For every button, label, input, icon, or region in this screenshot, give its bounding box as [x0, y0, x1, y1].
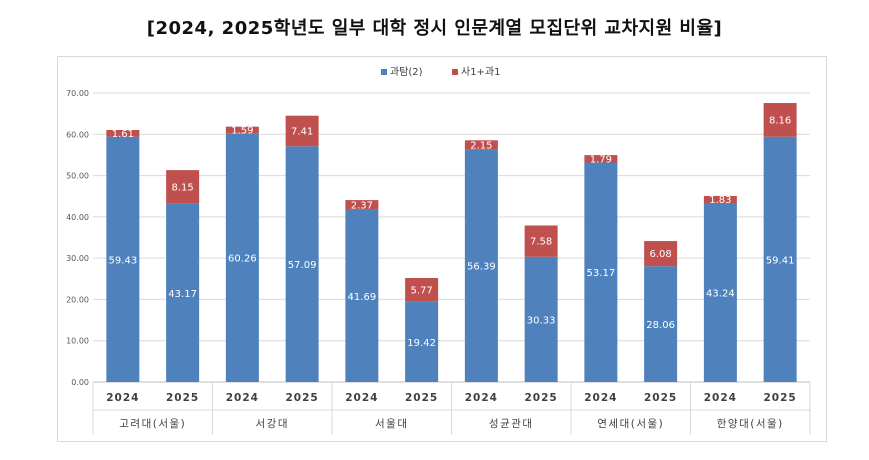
bar-social-science	[405, 278, 439, 302]
bar-science	[225, 133, 259, 382]
data-label: 56.39	[467, 262, 496, 273]
x-tick-label: 2024	[106, 392, 139, 404]
bar-social-science	[285, 115, 319, 147]
group-label: 서강대	[256, 418, 289, 430]
bar-social-science	[524, 225, 558, 257]
data-label: 30.33	[527, 315, 556, 326]
bar-social-science	[584, 155, 618, 163]
x-tick-label: 2024	[584, 392, 617, 404]
data-label: 53.17	[587, 268, 616, 279]
bar-social-science	[106, 129, 140, 137]
legend-label: 사1+과1	[461, 66, 501, 78]
y-tick-label: 30.00	[66, 254, 89, 263]
data-label: 19.42	[407, 338, 436, 349]
bar-social-science	[166, 170, 200, 204]
data-label: 28.06	[646, 320, 675, 331]
bar-social-science	[644, 241, 678, 267]
bar-science	[644, 266, 678, 382]
x-tick-label: 2024	[465, 392, 498, 404]
data-label: 43.17	[168, 289, 197, 300]
bar-science	[166, 203, 200, 382]
bar-social-science	[225, 126, 259, 134]
data-label: 1.61	[112, 129, 134, 140]
x-tick-label: 2025	[286, 392, 319, 404]
data-label: 1.59	[231, 125, 253, 136]
x-tick-label: 2024	[704, 392, 737, 404]
y-tick-label: 40.00	[66, 213, 89, 222]
bar-social-science	[345, 200, 379, 210]
page-title: [2024, 2025학년도 일부 대학 정시 인문계열 모집단위 교차지원 비…	[146, 18, 723, 39]
x-tick-label: 2025	[405, 392, 438, 404]
bar-science	[703, 203, 737, 382]
bar-science	[345, 209, 379, 382]
data-label: 59.41	[766, 255, 795, 266]
bar-science	[405, 301, 439, 382]
group-label: 연세대(서울)	[597, 418, 664, 430]
data-label: 5.77	[410, 285, 432, 296]
y-tick-label: 20.00	[66, 295, 89, 304]
data-label: 43.24	[706, 289, 735, 300]
group-label: 고려대(서울)	[119, 418, 186, 430]
group-label: 한양대(서울)	[717, 418, 784, 430]
data-label: 2.15	[470, 140, 492, 151]
data-label: 8.15	[171, 182, 193, 193]
data-label: 2.37	[351, 200, 373, 211]
bar-science	[106, 136, 140, 382]
data-label: 7.41	[291, 127, 313, 138]
group-label: 성균관대	[489, 418, 534, 430]
chart-container: 0.00 10.00 20.00 30.00 40.00 50.00 60.00 70.00 과…	[57, 56, 827, 442]
y-tick-label: 50.00	[66, 172, 89, 181]
data-label: 59.43	[109, 255, 138, 266]
data-label: 1.79	[590, 154, 612, 165]
x-tick-label: 2024	[345, 392, 378, 404]
bar-science	[464, 149, 498, 382]
y-tick-label: 60.00	[66, 130, 89, 139]
data-label: 41.69	[348, 292, 377, 303]
legend-label: 과탐(2)	[390, 66, 423, 78]
group-label: 서울대	[375, 418, 408, 430]
bar-science	[524, 256, 558, 382]
x-tick-label: 2025	[525, 392, 558, 404]
data-label: 8.16	[769, 115, 791, 126]
bar-science	[584, 162, 618, 382]
bar-social-science	[763, 103, 797, 137]
y-tick-label: 70.00	[66, 89, 89, 98]
stacked-bar-chart: 0.00 10.00 20.00 30.00 40.00 50.00 60.00 70.00 과…	[66, 66, 811, 435]
data-label: 1.83	[709, 195, 731, 206]
data-label: 57.09	[288, 260, 317, 271]
data-label: 7.58	[530, 237, 552, 248]
bar-science	[285, 146, 319, 382]
x-tick-label: 2025	[166, 392, 199, 404]
bar-social-science	[464, 140, 498, 150]
data-label: 6.08	[649, 249, 671, 260]
x-tick-label: 2025	[644, 392, 677, 404]
data-label: 60.26	[228, 254, 257, 265]
legend-swatch	[452, 69, 458, 75]
y-tick-label: 10.00	[66, 337, 89, 346]
bar-science	[763, 136, 797, 382]
x-tick-label: 2025	[764, 392, 797, 404]
y-tick-label: 0.00	[71, 378, 89, 387]
x-tick-label: 2024	[226, 392, 259, 404]
legend-swatch	[381, 69, 387, 75]
bar-social-science	[703, 195, 737, 204]
